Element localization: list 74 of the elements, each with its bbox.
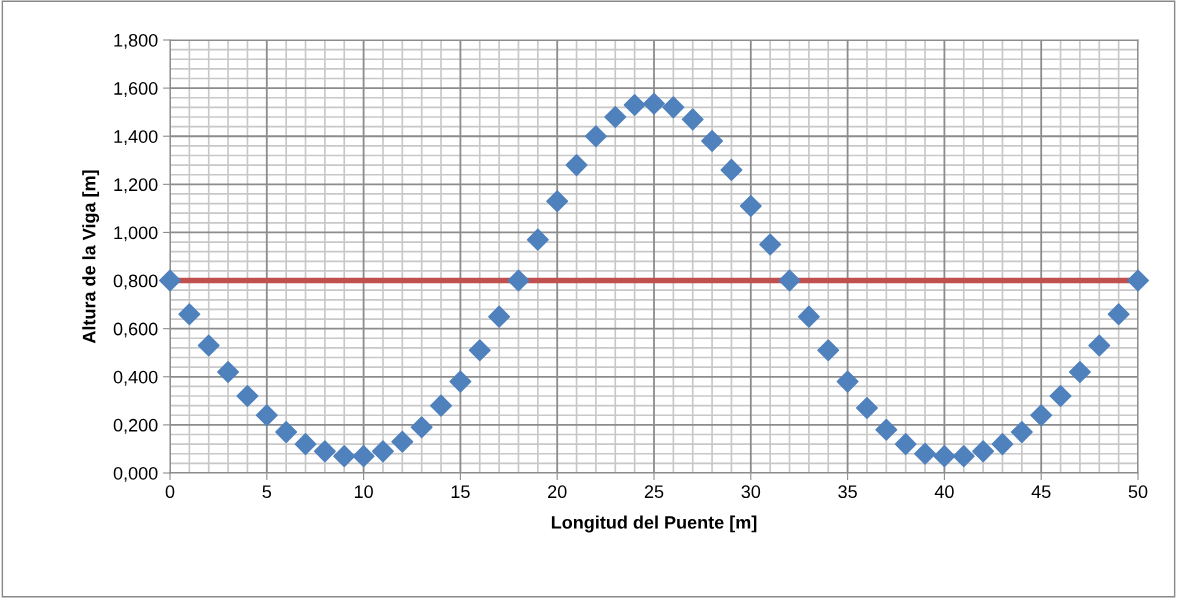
point <box>817 339 840 362</box>
x-tick-label: 30 <box>741 485 761 499</box>
point <box>584 125 607 148</box>
point <box>526 228 549 251</box>
point <box>1088 334 1111 357</box>
point <box>681 108 704 131</box>
y-tick-label: 1,000 <box>114 226 158 242</box>
point <box>313 440 336 463</box>
point <box>875 418 898 441</box>
x-tick-label: 15 <box>451 485 470 499</box>
point <box>759 233 782 256</box>
point <box>178 303 201 326</box>
point <box>1127 269 1149 292</box>
point <box>352 445 375 468</box>
point <box>546 190 569 213</box>
point <box>333 445 356 468</box>
y-tick-label: 0,600 <box>113 322 158 338</box>
y-tick-label: 0,400 <box>113 370 158 386</box>
point <box>468 339 491 362</box>
point <box>1068 360 1091 383</box>
y-tick-label: 1,200 <box>114 178 158 194</box>
point <box>894 433 917 456</box>
point <box>449 370 472 393</box>
x-tick-label: 40 <box>934 485 954 499</box>
point <box>914 442 937 465</box>
point <box>1049 385 1072 408</box>
point <box>507 269 530 292</box>
point <box>371 440 394 463</box>
y-tick-label: 0,800 <box>113 274 158 290</box>
point <box>565 154 588 177</box>
y-tick-label: 0,200 <box>113 418 158 434</box>
point <box>623 93 646 116</box>
point <box>294 433 317 456</box>
x-tick-label: 5 <box>262 485 272 499</box>
point <box>739 194 762 217</box>
point <box>275 421 298 444</box>
point <box>488 305 511 328</box>
point <box>410 416 433 439</box>
point <box>159 269 181 292</box>
x-tick-label: 45 <box>1031 485 1051 499</box>
point <box>1030 404 1053 427</box>
point <box>1107 303 1130 326</box>
point <box>720 158 743 181</box>
point <box>836 370 859 393</box>
point <box>933 445 956 468</box>
y-tick-label: 1,600 <box>114 82 158 97</box>
x-tick-label: 35 <box>838 485 857 499</box>
x-tick-label: 0 <box>165 485 175 499</box>
point <box>217 360 240 383</box>
y-axis-title: Altura de la Viga [m] <box>82 170 100 344</box>
point <box>855 397 878 420</box>
x-tick-label: 25 <box>644 485 664 499</box>
point <box>430 394 453 417</box>
x-tick-label: 20 <box>548 485 567 499</box>
point <box>778 269 801 292</box>
point <box>952 445 975 468</box>
y-tick-label: 0,000 <box>113 466 158 482</box>
x-tick-label: 10 <box>354 485 373 499</box>
point <box>643 92 665 115</box>
x-tick-label: 50 <box>1128 485 1148 499</box>
point <box>236 385 259 408</box>
point <box>701 130 724 153</box>
point <box>662 96 685 119</box>
point <box>991 433 1014 456</box>
point <box>1010 421 1033 444</box>
point <box>391 430 414 453</box>
point <box>197 334 220 357</box>
point <box>797 305 820 328</box>
point <box>972 440 995 463</box>
x-axis-title: Longitud del Puente [m] <box>551 515 757 533</box>
y-tick-label: 1,800 <box>114 33 158 49</box>
point <box>255 404 278 427</box>
point <box>604 105 627 128</box>
y-tick-label: 1,400 <box>114 130 158 146</box>
